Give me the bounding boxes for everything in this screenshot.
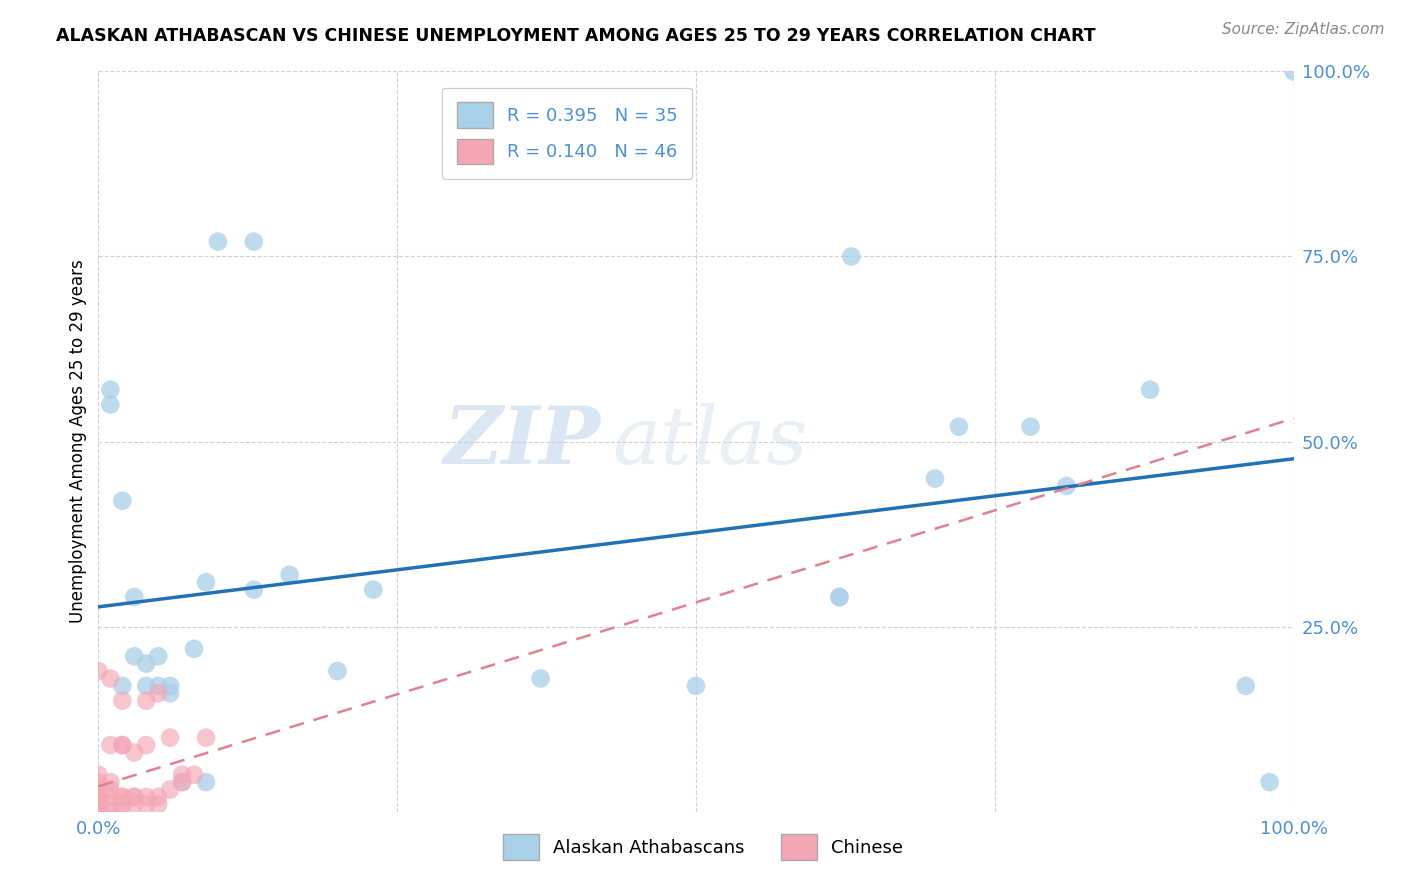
Point	[159, 679, 181, 693]
Point	[87, 782, 110, 797]
Text: atlas: atlas	[613, 403, 807, 480]
Point	[1139, 383, 1161, 397]
Point	[172, 767, 194, 781]
Point	[124, 649, 146, 664]
Point	[828, 590, 851, 604]
Point	[828, 590, 851, 604]
Point	[363, 582, 385, 597]
Point	[278, 567, 301, 582]
Point	[98, 672, 122, 686]
Point	[1258, 775, 1281, 789]
Point	[87, 805, 110, 819]
Point	[111, 789, 134, 804]
Point	[111, 493, 134, 508]
Point	[87, 789, 110, 804]
Point	[98, 782, 122, 797]
Point	[172, 775, 194, 789]
Point	[87, 805, 110, 819]
Point	[135, 679, 157, 693]
Point	[135, 738, 157, 752]
Point	[195, 575, 218, 590]
Point	[135, 657, 157, 671]
Point	[111, 789, 134, 804]
Point	[159, 782, 181, 797]
Point	[124, 797, 146, 812]
Point	[87, 789, 110, 804]
Point	[98, 805, 122, 819]
Point	[243, 235, 266, 249]
Point	[685, 679, 707, 693]
Point	[135, 789, 157, 804]
Point	[135, 694, 157, 708]
Point	[530, 672, 553, 686]
Text: ALASKAN ATHABASCAN VS CHINESE UNEMPLOYMENT AMONG AGES 25 TO 29 YEARS CORRELATION: ALASKAN ATHABASCAN VS CHINESE UNEMPLOYME…	[56, 27, 1095, 45]
Point	[841, 250, 863, 264]
Point	[124, 789, 146, 804]
Point	[111, 797, 134, 812]
Legend: Alaskan Athabascans, Chinese: Alaskan Athabascans, Chinese	[488, 820, 918, 874]
Point	[326, 664, 349, 678]
Point	[87, 797, 110, 812]
Point	[87, 767, 110, 781]
Point	[87, 664, 110, 678]
Point	[243, 582, 266, 597]
Point	[111, 797, 134, 812]
Point	[98, 738, 122, 752]
Point	[1234, 679, 1257, 693]
Point	[124, 789, 146, 804]
Text: Source: ZipAtlas.com: Source: ZipAtlas.com	[1222, 22, 1385, 37]
Point	[98, 789, 122, 804]
Point	[148, 679, 170, 693]
Point	[87, 805, 110, 819]
Point	[111, 738, 134, 752]
Point	[98, 797, 122, 812]
Point	[1282, 64, 1305, 78]
Point	[159, 686, 181, 700]
Point	[148, 797, 170, 812]
Point	[195, 775, 218, 789]
Point	[111, 738, 134, 752]
Text: ZIP: ZIP	[443, 403, 600, 480]
Point	[948, 419, 970, 434]
Point	[98, 398, 122, 412]
Point	[124, 746, 146, 760]
Point	[207, 235, 229, 249]
Point	[159, 731, 181, 745]
Point	[148, 686, 170, 700]
Point	[98, 775, 122, 789]
Legend: R = 0.395   N = 35, R = 0.140   N = 46: R = 0.395 N = 35, R = 0.140 N = 46	[441, 87, 692, 178]
Y-axis label: Unemployment Among Ages 25 to 29 years: Unemployment Among Ages 25 to 29 years	[69, 260, 87, 624]
Point	[183, 767, 205, 781]
Point	[87, 797, 110, 812]
Point	[124, 590, 146, 604]
Point	[111, 694, 134, 708]
Point	[924, 471, 946, 485]
Point	[195, 731, 218, 745]
Point	[135, 797, 157, 812]
Point	[98, 383, 122, 397]
Point	[1019, 419, 1042, 434]
Point	[172, 775, 194, 789]
Point	[111, 679, 134, 693]
Point	[87, 805, 110, 819]
Point	[1056, 479, 1078, 493]
Point	[148, 789, 170, 804]
Point	[87, 775, 110, 789]
Point	[148, 649, 170, 664]
Point	[87, 789, 110, 804]
Point	[87, 805, 110, 819]
Point	[87, 805, 110, 819]
Point	[183, 641, 205, 656]
